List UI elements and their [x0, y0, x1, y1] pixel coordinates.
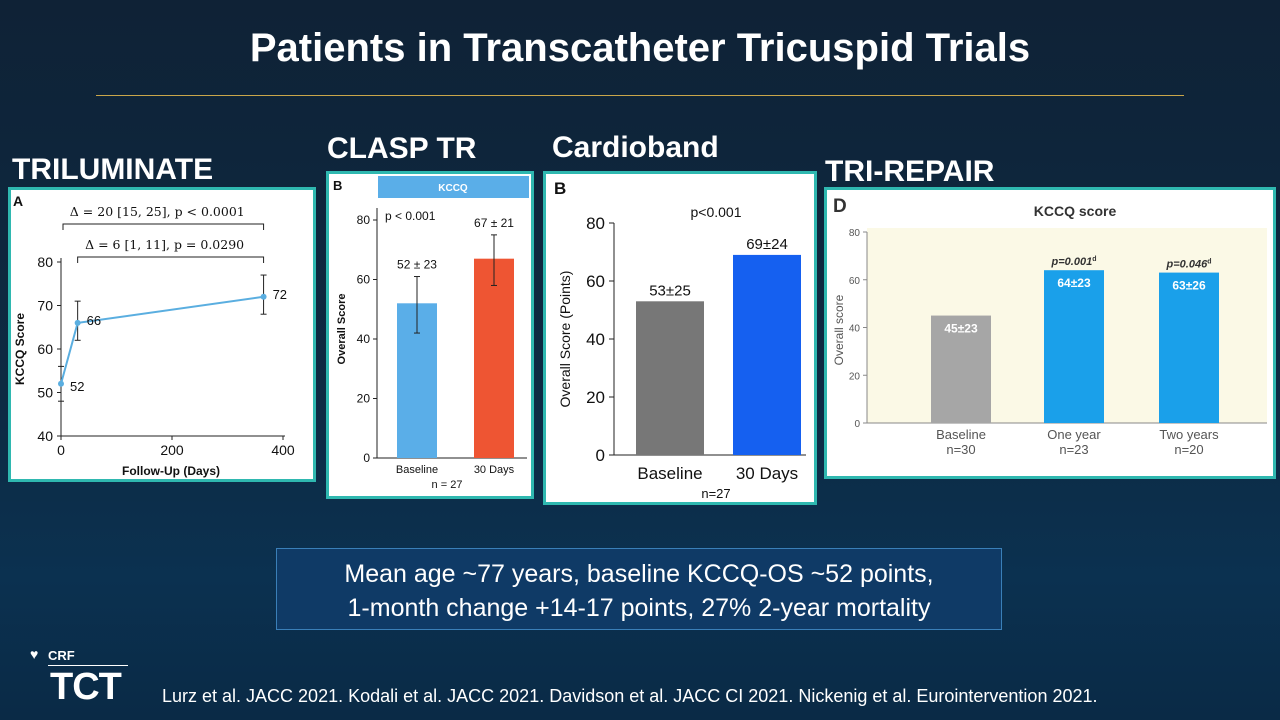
value-label: 67 ± 21 [474, 216, 514, 230]
bar-two-years [1159, 272, 1219, 423]
y-tick-label: 80 [37, 254, 53, 270]
label-cardioband: Cardioband [552, 131, 719, 164]
p-value-label: p=0.046d [1166, 259, 1212, 271]
value-label: 45±23 [944, 322, 978, 336]
header-band [378, 176, 529, 198]
series-line [60, 295, 264, 385]
significance-bracket [77, 256, 265, 263]
y-tick-label: 40 [849, 324, 861, 335]
sample-size: n=27 [701, 486, 730, 501]
y-tick-label: 60 [37, 341, 53, 357]
y-tick-label: 0 [363, 451, 370, 465]
header-label: KCCQ [438, 183, 468, 194]
cardioband-chart-panel: B 0 20 40 60 80 Overall Score (Points) p<0.001 5… [543, 171, 817, 505]
data-point [58, 380, 64, 387]
y-tick-label: 80 [849, 228, 861, 239]
data-label: 72 [273, 287, 287, 302]
label-clasp-tr: CLASP TR [327, 132, 477, 165]
data-point [260, 293, 267, 300]
chart-title: KCCQ score [1034, 203, 1117, 219]
y-tick-label: 40 [357, 332, 371, 346]
sample-size: n=23 [1059, 442, 1088, 457]
clasp-chart-panel: B KCCQ 0 20 40 60 80 Overall Score p < 0.001 52 ±… [326, 171, 534, 499]
sample-size: n=20 [1174, 442, 1203, 457]
x-tick-label: Baseline [936, 427, 986, 442]
panel-letter: B [333, 178, 342, 193]
x-tick-label: 400 [271, 442, 295, 458]
y-tick-label: 60 [586, 272, 605, 291]
tct-logo-text: TCT [50, 666, 122, 708]
panel-letter: D [833, 196, 847, 217]
x-tick-label: 30 Days [736, 464, 798, 483]
sample-size: n=30 [946, 442, 975, 457]
value-label: 53±25 [649, 282, 691, 299]
p-value-label: p=0.001d [1051, 256, 1097, 268]
bracket-label: Δ = 20 [15, 25], p < 0.0001 [70, 204, 245, 219]
bar-baseline [931, 315, 991, 423]
y-tick-label: 60 [849, 276, 861, 287]
y-tick-label: 80 [357, 213, 371, 227]
y-tick-label: 50 [37, 385, 53, 401]
logo-divider [48, 665, 128, 666]
value-label: 69±24 [746, 236, 788, 253]
y-tick-label: 0 [596, 446, 605, 465]
x-axis-title: Follow-Up (Days) [122, 464, 220, 478]
bar-one-year [1044, 270, 1104, 423]
bar-baseline [636, 301, 704, 455]
data-point [74, 319, 81, 326]
x-tick-label: 30 Days [474, 464, 515, 476]
data-label: 52 [70, 379, 84, 394]
triluminate-line-chart: A 40 50 60 70 80 0 200 400 Follow-Up (Days) KCCQ S… [13, 193, 295, 478]
y-tick-label: 80 [586, 214, 605, 233]
triluminate-chart-panel: A 40 50 60 70 80 0 200 400 Follow-Up (Days) KCCQ S… [8, 187, 316, 482]
label-triluminate: TRILUMINATE [12, 153, 214, 186]
tri-repair-chart-panel: D KCCQ score 0 20 40 60 80 Overall score 45±23 Ba… [824, 187, 1276, 479]
x-tick-label: 0 [57, 442, 65, 458]
crf-logo-text: CRF [48, 648, 75, 663]
y-tick-label: 0 [854, 419, 860, 430]
x-tick-label: Two years [1159, 427, 1219, 442]
significance-bracket [62, 223, 265, 230]
cardioband-bar-chart: B 0 20 40 60 80 Overall Score (Points) p<0.001 5… [554, 179, 806, 501]
y-tick-label: 20 [586, 388, 605, 407]
panel-letter: B [554, 179, 566, 198]
data-label: 66 [87, 313, 101, 328]
x-tick-label: Baseline [637, 464, 702, 483]
heart-icon: ♥ [30, 646, 39, 662]
clasp-bar-chart: B KCCQ 0 20 40 60 80 Overall Score p < 0.001 52 ±… [333, 176, 529, 491]
y-tick-label: 40 [586, 330, 605, 349]
p-value-label: p < 0.001 [385, 209, 436, 223]
p-value-label: p<0.001 [691, 204, 742, 220]
y-axis-title: Overall Score (Points) [557, 271, 573, 408]
y-tick-label: 20 [357, 392, 371, 406]
x-tick-label: One year [1047, 427, 1101, 442]
summary-line-1: Mean age ~77 years, baseline KCCQ-OS ~52… [344, 560, 934, 588]
page-title: Patients in Transcatheter Tricuspid Tria… [249, 26, 1031, 70]
bracket-label: Δ = 6 [1, 11], p = 0.0290 [85, 237, 244, 252]
references: Lurz et al. JACC 2021. Kodali et al. JAC… [162, 686, 1098, 706]
y-tick-label: 60 [357, 273, 371, 287]
summary-box: Mean age ~77 years, baseline KCCQ-OS ~52… [276, 548, 1002, 630]
y-axis-title: KCCQ Score [13, 313, 27, 385]
bar-30-days [733, 254, 801, 455]
sample-size: n = 27 [432, 479, 463, 491]
y-axis-title: Overall score [832, 294, 846, 365]
y-tick-label: 20 [849, 371, 861, 382]
title-divider [96, 95, 1184, 96]
x-tick-label: Baseline [396, 464, 438, 476]
label-tri-repair: TRI-REPAIR [825, 155, 995, 188]
x-tick-label: 200 [160, 442, 184, 458]
y-tick-label: 70 [37, 298, 53, 314]
y-tick-label: 40 [37, 428, 53, 444]
tri-repair-bar-chart: D KCCQ score 0 20 40 60 80 Overall score 45±23 Ba… [832, 196, 1267, 457]
y-axis-title: Overall Score [336, 294, 348, 365]
panel-letter: A [13, 193, 23, 209]
bar-30-days [474, 258, 514, 458]
value-label: 63±26 [1172, 279, 1206, 293]
value-label: 52 ± 23 [397, 258, 437, 272]
value-label: 64±23 [1057, 276, 1091, 290]
summary-line-2: 1-month change +14-17 points, 27% 2-year… [347, 594, 931, 622]
